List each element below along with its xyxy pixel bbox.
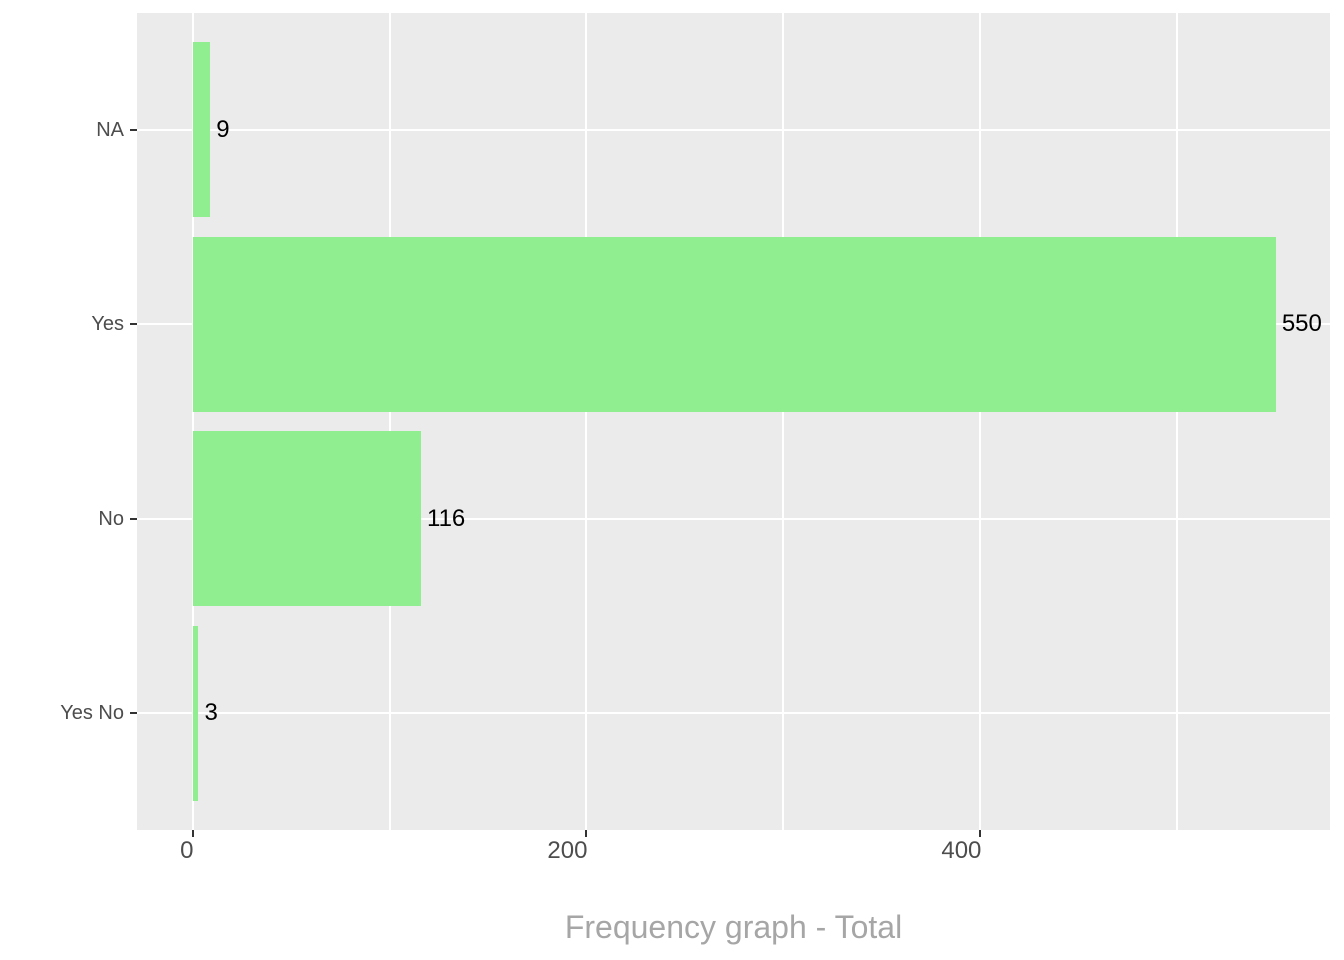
bar-value-label-no: 116 — [427, 504, 466, 532]
bar-yes-no — [192, 625, 199, 801]
bar-value-label-na: 9 — [216, 115, 230, 143]
x-axis-title: Frequency graph - Total — [564, 909, 903, 945]
y-gridline-no — [137, 517, 1330, 520]
x-tick-mark-400 — [979, 830, 982, 837]
x-minor-gridline — [782, 13, 785, 830]
y-axis-label-na: NA — [96, 118, 124, 141]
bar-no — [192, 431, 421, 607]
y-tick-mark-na — [130, 128, 137, 131]
x-minor-gridline — [388, 13, 391, 830]
bar-yes — [192, 236, 1276, 412]
bar-value-label-yes-no: 3 — [204, 699, 218, 727]
y-axis-label-yes-no: Yes No — [60, 702, 124, 725]
x-axis-tick-label-0: 0 — [180, 837, 194, 864]
bar-na — [192, 42, 211, 218]
y-tick-mark-no — [130, 517, 137, 520]
x-tick-mark-200 — [585, 830, 588, 837]
y-axis-label-no: No — [98, 507, 124, 530]
x-axis-tick-label-400: 400 — [941, 837, 982, 864]
x-minor-gridline — [1176, 13, 1179, 830]
y-tick-mark-yes-no — [130, 712, 137, 715]
y-gridline-na — [137, 128, 1330, 131]
bar-value-label-yes: 550 — [1281, 310, 1322, 338]
x-major-gridline — [979, 13, 982, 830]
x-major-gridline — [585, 13, 588, 830]
y-tick-mark-yes — [130, 323, 137, 326]
y-axis-label-yes: Yes — [91, 313, 124, 336]
plot-panel: 9 550 116 3 — [137, 13, 1330, 830]
y-gridline-yes-no — [137, 712, 1330, 715]
x-major-gridline — [191, 13, 194, 830]
x-axis-tick-label-200: 200 — [547, 837, 588, 864]
x-tick-mark-0 — [191, 830, 194, 837]
